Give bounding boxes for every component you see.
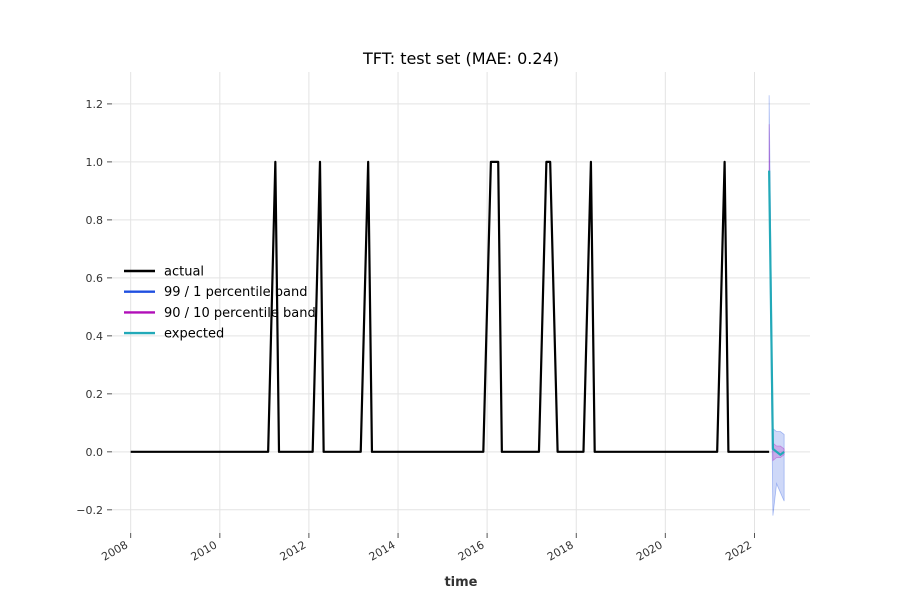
x-tick-label: 2020 bbox=[634, 538, 665, 563]
y-tick-label: 0.6 bbox=[86, 272, 104, 285]
x-tick-label: 2014 bbox=[367, 538, 398, 563]
series-lines bbox=[130, 160, 785, 456]
x-axis-label: time bbox=[444, 575, 477, 590]
legend-label: actual bbox=[164, 265, 204, 280]
x-tick-label: 2016 bbox=[456, 538, 487, 563]
x-tick-label: 2018 bbox=[545, 538, 576, 563]
y-tick-label: −0.2 bbox=[76, 504, 103, 517]
grid bbox=[112, 72, 810, 533]
legend: actual 99 / 1 percentile band 90 / 10 perc… bbox=[124, 265, 316, 342]
y-tick-label: 0.4 bbox=[86, 330, 104, 343]
chart-title: TFT: test set (MAE: 0.24) bbox=[362, 49, 559, 68]
y-tick-label: 0.2 bbox=[86, 388, 104, 401]
legend-label: expected bbox=[164, 327, 224, 342]
x-tick-label: 2010 bbox=[189, 538, 220, 563]
y-tick-label: 0.8 bbox=[86, 214, 104, 227]
legend-label: 99 / 1 percentile band bbox=[164, 285, 307, 300]
legend-label: 90 / 10 percentile band bbox=[164, 306, 316, 321]
y-tick-label: 1.2 bbox=[86, 98, 104, 111]
x-tick-label: 2012 bbox=[278, 538, 309, 563]
y-tick-label: 0.0 bbox=[86, 446, 104, 459]
x-tick-label: 2022 bbox=[723, 538, 754, 563]
x-tick-label: 2008 bbox=[99, 538, 130, 563]
expected-line bbox=[768, 170, 785, 456]
actual-line bbox=[130, 160, 770, 453]
y-tick-label: 1.0 bbox=[86, 156, 104, 169]
